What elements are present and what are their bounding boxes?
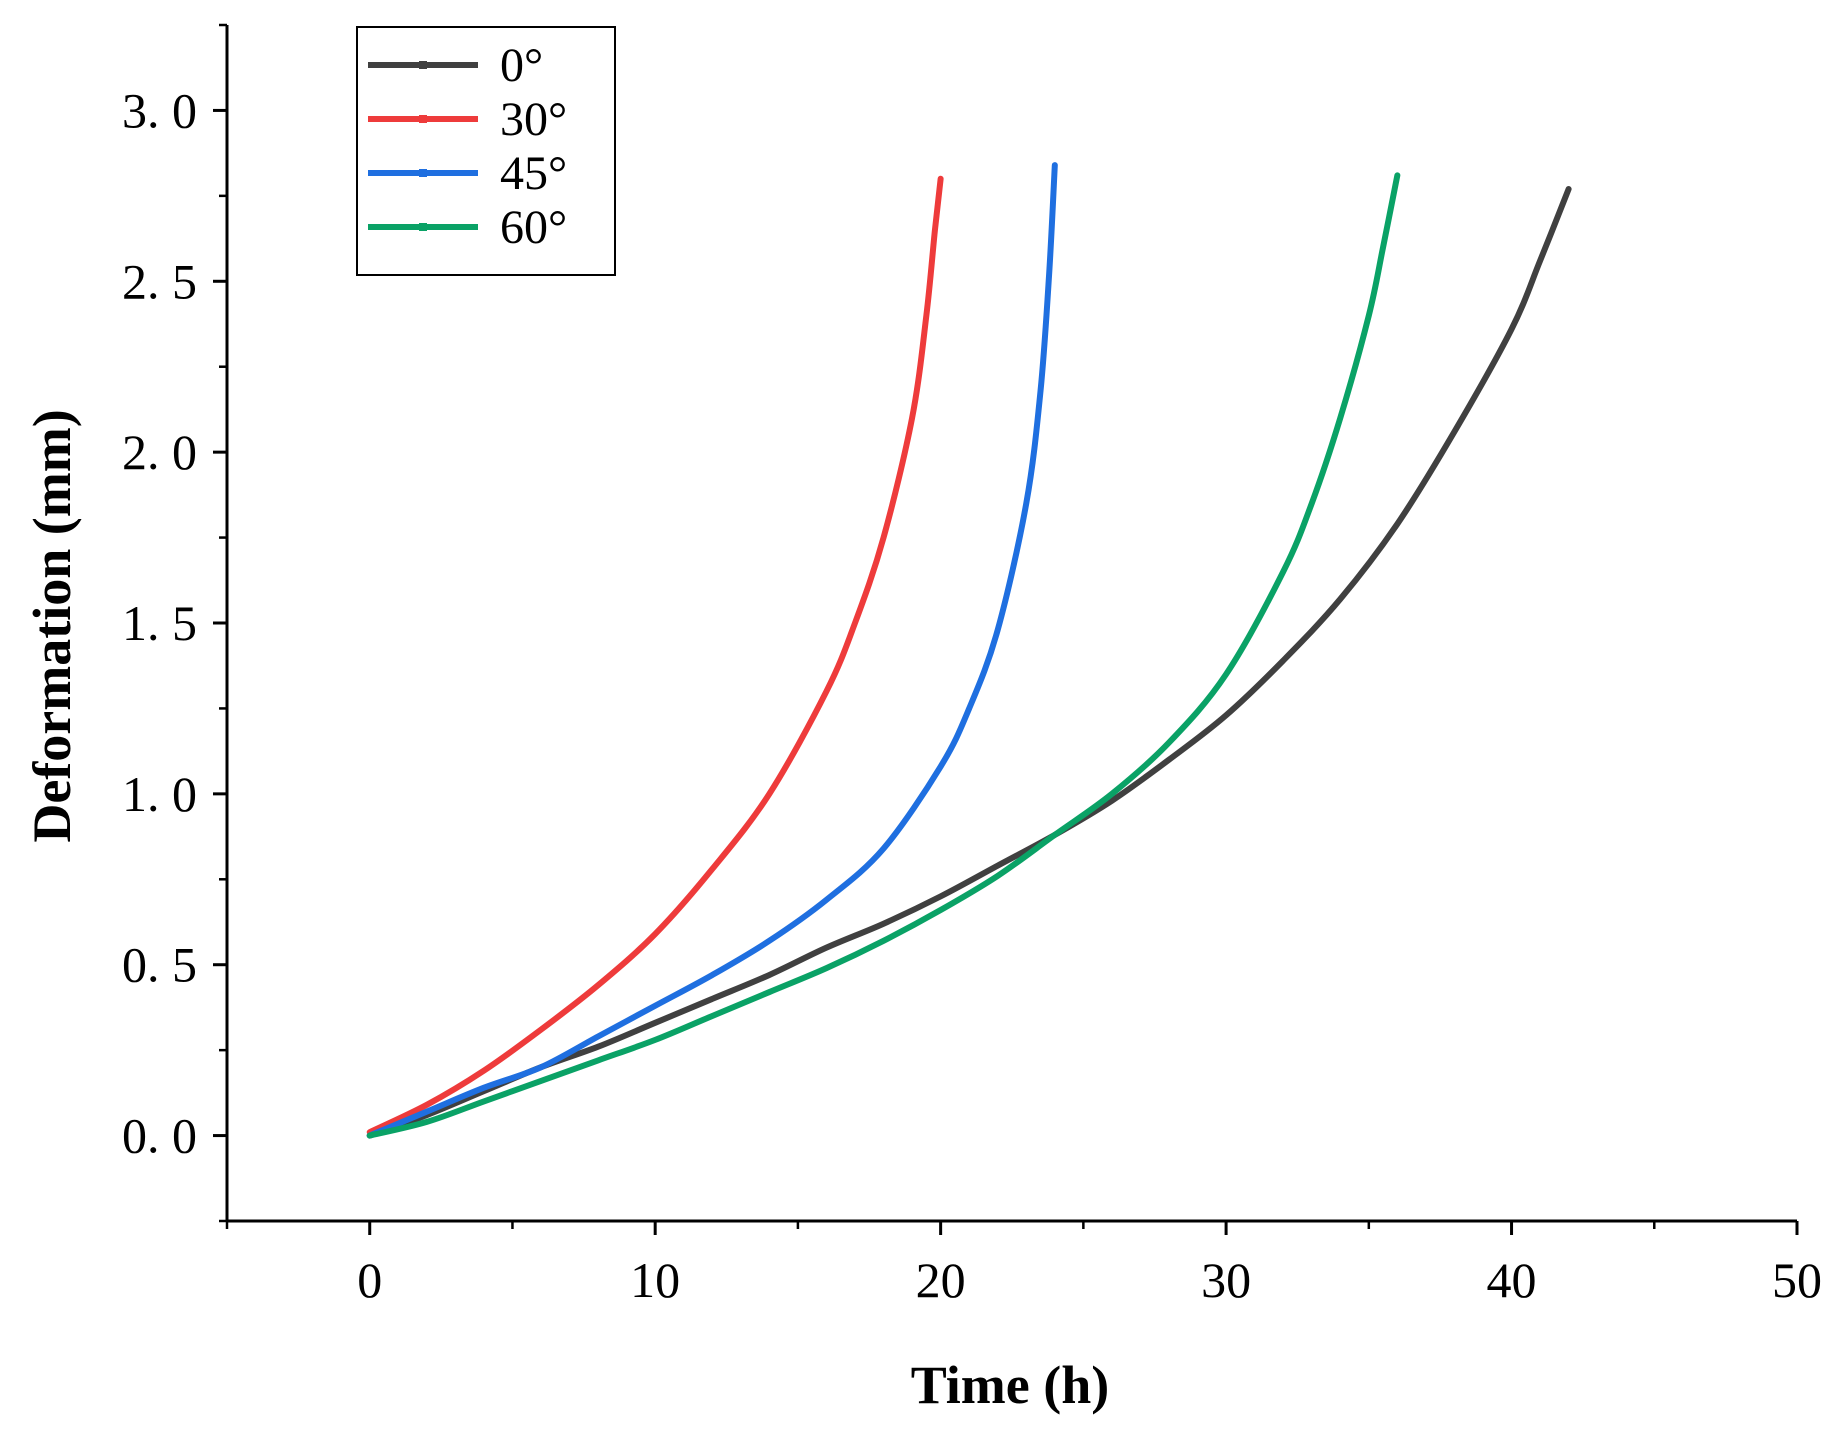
- y-tick-label: 1. 5: [122, 595, 197, 651]
- series-layer: [366, 162, 1572, 1139]
- y-axis-title: Deformation (mm): [22, 409, 82, 842]
- legend-label: 45°: [500, 147, 567, 200]
- legend-marker: [419, 115, 427, 123]
- ticks-layer: 0 10 20 30 40 50 0. 0 0. 5 1. 0 1. 5 2. 0 2. 5 3. 0: [122, 23, 1822, 1308]
- series-line-3: [366, 172, 1401, 1139]
- x-tick-label: 30: [1201, 1252, 1251, 1308]
- x-axis-title: Time (h): [911, 1355, 1110, 1415]
- y-tick-label: 1. 0: [122, 766, 197, 822]
- legend: 0°30°45°60°: [356, 26, 616, 276]
- legend-marker: [419, 223, 427, 231]
- legend-box: [356, 26, 616, 276]
- legend-label: 60°: [500, 201, 567, 254]
- x-tick-label: 40: [1487, 1252, 1537, 1308]
- x-tick-label: 20: [916, 1252, 966, 1308]
- x-tick-label: 50: [1772, 1252, 1822, 1308]
- legend-marker: [419, 61, 427, 69]
- y-tick-label: 3. 0: [122, 82, 197, 138]
- legend-label: 0°: [500, 39, 543, 92]
- y-tick-label: 2. 0: [122, 424, 197, 480]
- legend-entries: 0°30°45°60°: [368, 39, 567, 254]
- x-tick-label: 10: [630, 1252, 680, 1308]
- series-line-1: [366, 175, 944, 1136]
- legend-marker: [419, 169, 427, 177]
- series-line-2: [366, 162, 1058, 1139]
- legend-label: 30°: [500, 93, 567, 146]
- x-tick-label: 0: [357, 1252, 382, 1308]
- y-tick-label: 0. 5: [122, 937, 197, 993]
- series-line-0: [366, 186, 1572, 1139]
- y-tick-label: 2. 5: [122, 253, 197, 309]
- y-tick-label: 0. 0: [122, 1108, 197, 1164]
